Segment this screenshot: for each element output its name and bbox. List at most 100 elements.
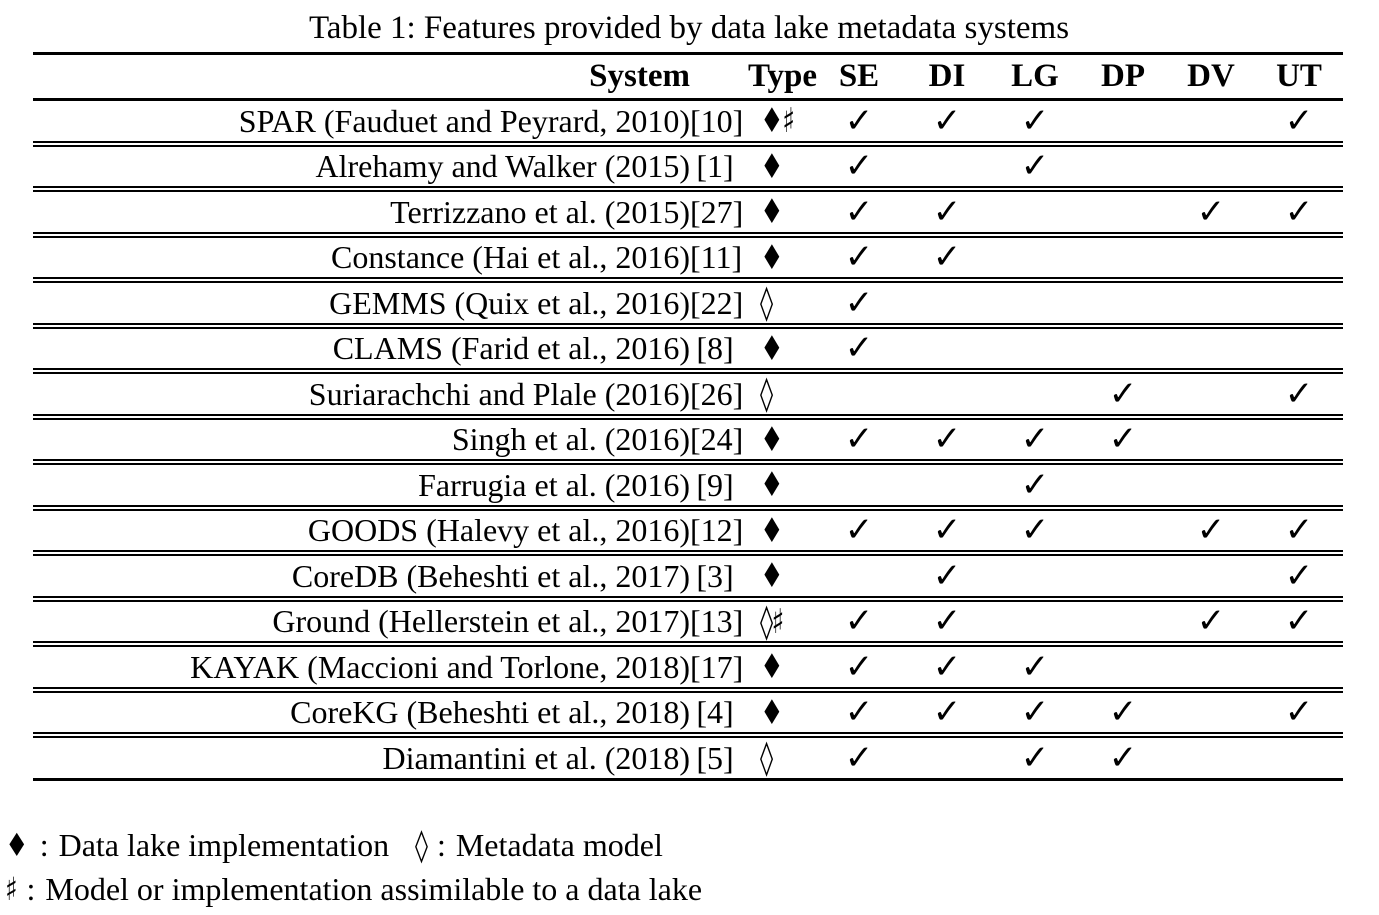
feature-cell-lg: ✓: [991, 421, 1079, 458]
type-cell: ♦: [740, 465, 815, 505]
feature-cell-dv: [1167, 148, 1255, 185]
row-separator-rule: [33, 550, 1343, 556]
system-name: Terrizzano et al. (2015): [390, 193, 690, 230]
check-icon: ✓: [1020, 737, 1050, 778]
feature-cell-lg: ✓: [991, 740, 1079, 777]
feature-cell-lg: [991, 558, 1079, 595]
header-system: System: [589, 58, 690, 94]
type-symbol-icon: ◊: [760, 738, 773, 778]
feature-cell-se: [815, 467, 903, 504]
header-feature-se: SE: [838, 58, 880, 94]
citation-ref: [12]: [690, 512, 744, 548]
type-symbol-icon: ♦: [760, 556, 784, 596]
feature-cell-se: ✓: [815, 239, 903, 276]
feature-cell-ut: [1255, 467, 1343, 504]
feature-cell-di: [903, 467, 991, 504]
feature-cell-ut: [1255, 330, 1343, 367]
header-feature-lg: LG: [1011, 58, 1059, 94]
row-separator-rule: [33, 368, 1343, 374]
check-icon: ✓: [1020, 100, 1050, 141]
check-icon: ✓: [844, 510, 874, 550]
check-icon: ✓: [1196, 191, 1226, 232]
row-separator-rule: [33, 277, 1343, 283]
row-separator-rule: [33, 186, 1343, 192]
citation-ref: [11]: [690, 239, 743, 275]
check-icon: ✓: [844, 282, 874, 323]
system-name: Alrehamy and Walker (2015): [315, 148, 690, 184]
type-symbol-icon: ◊♯: [760, 601, 784, 642]
feature-cell-dv: ✓: [1167, 603, 1255, 640]
citation-ref: [17]: [690, 648, 744, 685]
feature-cell-dv: ✓: [1167, 194, 1255, 231]
system-name: Ground (Hellerstein et al., 2017): [272, 603, 690, 639]
feature-cell-di: [903, 376, 991, 413]
feature-cell-se: [815, 558, 903, 595]
legend-colon: :: [436, 826, 446, 863]
type-symbol-icon: ◊: [760, 374, 773, 414]
system-name: SPAR (Fauduet and Peyrard, 2010): [238, 102, 690, 139]
feature-cell-dp: [1079, 512, 1167, 549]
feature-cell-se: ✓: [815, 649, 903, 686]
check-icon: ✓: [1108, 373, 1138, 414]
check-icon: ✓: [844, 646, 874, 687]
citation-ref: [5]: [696, 739, 734, 776]
check-icon: ✓: [1284, 692, 1314, 732]
feature-cell-di: ✓: [903, 239, 991, 276]
type-cell: ♦: [740, 192, 815, 232]
system-name: CLAMS (Farid et al., 2016): [332, 330, 690, 366]
feature-cell-dv: [1167, 558, 1255, 595]
feature-cell-di: ✓: [903, 603, 991, 640]
type-cell: ◊: [740, 283, 815, 323]
feature-cell-lg: [991, 194, 1079, 231]
header-feature-dp: DP: [1101, 58, 1145, 94]
feature-cell-ut: [1255, 239, 1343, 276]
check-icon: ✓: [932, 191, 962, 232]
check-icon: ✓: [844, 328, 874, 368]
check-icon: ✓: [844, 191, 874, 232]
check-icon: ✓: [932, 646, 962, 687]
type-cell: ◊: [740, 374, 815, 414]
check-icon: ✓: [1284, 601, 1314, 641]
feature-cell-lg: [991, 376, 1079, 413]
filled-diamond-icon: ♦: [5, 825, 29, 864]
feature-cell-ut: ✓: [1255, 603, 1343, 640]
check-icon: ✓: [1284, 373, 1314, 414]
table-caption: Table 1: Features provided by data lake …: [308, 10, 1070, 46]
type-symbol-icon: ♦: [760, 647, 784, 687]
table-row: SPAR (Fauduet and Peyrard, 2010) [10] ♦♯…: [33, 101, 1343, 141]
row-separator-rule: [33, 413, 1343, 420]
feature-cell-dv: ✓: [1167, 512, 1255, 549]
feature-cell-dp: [1079, 603, 1167, 640]
feature-cell-dv: [1167, 467, 1255, 504]
feature-cell-ut: ✓: [1255, 376, 1343, 413]
legend-colon: :: [26, 870, 36, 907]
feature-cell-dv: [1167, 694, 1255, 731]
type-cell: ♦: [740, 556, 815, 596]
row-separator-rule: [33, 459, 1343, 465]
feature-cell-se: ✓: [815, 148, 903, 185]
check-icon: ✓: [1196, 601, 1226, 641]
table-row: Ground (Hellerstein et al., 2017) [13] ◊…: [33, 602, 1343, 642]
check-icon: ✓: [1020, 464, 1050, 505]
table-row: Constance (Hai et al., 2016) [11] ♦ ✓ ✓: [33, 238, 1343, 278]
legend-colon: :: [39, 826, 49, 863]
type-cell: ◊: [740, 738, 815, 778]
table-row: CoreKG (Beheshti et al., 2018) [4] ♦ ✓ ✓…: [33, 693, 1343, 733]
feature-cell-di: [903, 148, 991, 185]
feature-cell-dv: [1167, 649, 1255, 686]
feature-cell-se: ✓: [815, 330, 903, 367]
feature-cell-dp: [1079, 285, 1167, 322]
table-row: Terrizzano et al. (2015) [27] ♦ ✓ ✓ ✓ ✓: [33, 192, 1343, 232]
system-name: CoreKG (Beheshti et al., 2018): [290, 694, 690, 730]
system-name: GOODS (Halevy et al., 2016): [307, 512, 690, 548]
check-icon: ✓: [1284, 555, 1314, 596]
feature-cell-se: ✓: [815, 603, 903, 640]
feature-cell-di: [903, 285, 991, 322]
table-row: CoreDB (Beheshti et al., 2017) [3] ♦ ✓ ✓: [33, 556, 1343, 596]
feature-cell-ut: ✓: [1255, 194, 1343, 231]
row-separator-rule: [33, 686, 1343, 693]
check-icon: ✓: [844, 737, 874, 778]
table-legend: ♦: Data lake implementation ◊: Metadata mod…: [5, 823, 1379, 911]
check-icon: ✓: [844, 237, 874, 277]
feature-cell-dp: ✓: [1079, 421, 1167, 458]
